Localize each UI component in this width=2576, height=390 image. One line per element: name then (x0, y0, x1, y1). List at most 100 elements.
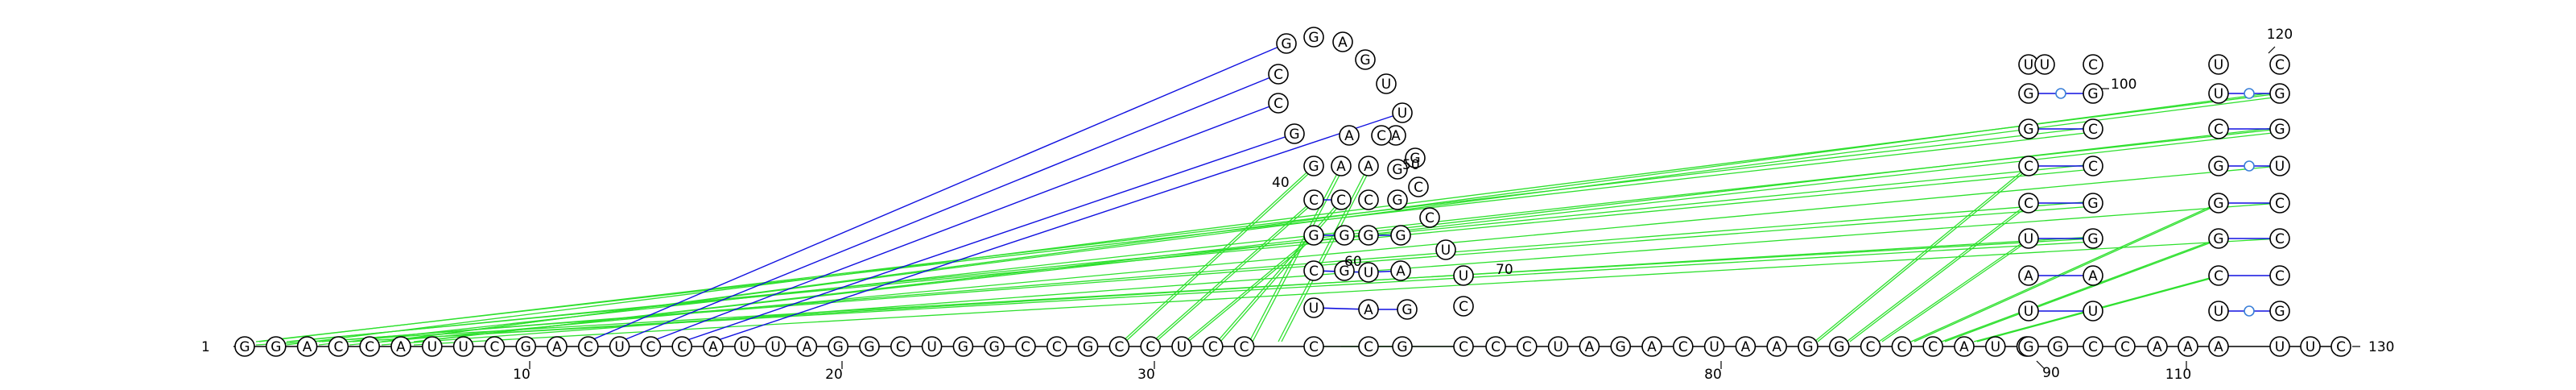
pseudoknot-pair-line (1881, 238, 2033, 342)
nucleotide-letter: G (1410, 151, 1420, 167)
nucleotide-letter: A (2024, 268, 2033, 284)
nucleotide: C (2269, 54, 2290, 75)
nucleotide: A (2083, 265, 2103, 286)
nucleotide-letter: C (1309, 339, 1319, 355)
nucleotide: A (1358, 156, 1379, 176)
nucleotide: U (2034, 54, 2055, 75)
nucleotide-letter: A (1396, 263, 1406, 280)
nucleotide: C (1233, 336, 1255, 357)
nucleotide-circle (1358, 299, 1379, 320)
pseudoknot-pair-line (1281, 165, 1373, 342)
nucleotide-circle (609, 336, 630, 357)
nucleotide: C (1046, 336, 1067, 357)
nucleotide: U (2208, 83, 2229, 104)
nucleotide: C (2018, 193, 2039, 214)
nucleotide-circle (1284, 123, 1305, 144)
nucleotide-circle (1703, 336, 1725, 357)
nucleotide-letter: C (677, 339, 687, 355)
nucleotide-circle (1435, 239, 1456, 260)
nucleotide: G (1303, 27, 1324, 48)
nucleotide-letter: A (1338, 35, 1348, 51)
nucleotide: G (2208, 228, 2229, 249)
nucleotide: A (2147, 336, 2168, 357)
nucleotide-circle (2083, 83, 2103, 104)
nucleotide: U (2208, 54, 2229, 75)
nucleotide: C (2083, 336, 2103, 357)
nucleotide-letter: U (1459, 268, 1468, 284)
position-number-label: 20 (825, 367, 843, 383)
nucleotide-letter: C (1522, 339, 1532, 355)
nucleotide-circle (859, 336, 880, 357)
nucleotide: U (2208, 301, 2229, 322)
nucleotide: C (1358, 336, 1379, 357)
nucleotide-letter: G (1392, 193, 1402, 209)
long-range-pair-lines (587, 43, 1403, 342)
nucleotide-circle (515, 336, 537, 357)
nucleotide-letter: C (489, 339, 499, 355)
nucleotide-circle (484, 336, 506, 357)
nucleotide: G (1387, 189, 1408, 210)
nucleotide-letter: C (584, 339, 593, 355)
nucleotide: G (1358, 225, 1379, 246)
nucleotide: A (1358, 299, 1379, 320)
nucleotide-circle (2018, 118, 2039, 139)
nucleotide: C (1891, 336, 1913, 357)
nucleotide-letter: G (1308, 228, 1319, 244)
pseudoknot-pair-line (286, 168, 2094, 342)
nucleotide-circle (1798, 336, 1818, 357)
nucleotide: C (328, 336, 349, 357)
nucleotide: G (859, 336, 880, 357)
nucleotide: C (1673, 336, 1694, 357)
nucleotide-circle (1334, 260, 1355, 281)
nucleotide-circle (577, 336, 599, 357)
pseudoknot-pair-line (1184, 234, 1315, 342)
nucleotide-circle (2269, 265, 2290, 286)
pseudoknot-pair-line (1814, 165, 2029, 342)
nucleotide: A (390, 336, 411, 357)
nucleotide-circle (2018, 301, 2039, 322)
nucleotide-letter: G (2053, 339, 2063, 355)
nucleotide-letter: C (1208, 339, 1218, 355)
nucleotide-circle (984, 336, 1005, 357)
nucleotide-letter: C (1274, 67, 1283, 83)
nucleotide-letter: A (1336, 159, 1346, 175)
nucleotide-letter: G (1397, 339, 1407, 355)
nucleotide: G (2018, 336, 2039, 357)
nucleotide-letter: A (1585, 339, 1595, 355)
nucleotide-circle (2208, 336, 2229, 357)
nucleotide-letter: A (1741, 339, 1751, 355)
nucleotide-circle (828, 336, 848, 357)
nucleotide-circle (1358, 156, 1379, 176)
nucleotide: G (2269, 118, 2290, 139)
nucleotide: U (2018, 228, 2039, 249)
nucleotide-letter: U (2275, 339, 2285, 355)
nucleotide: A (2018, 265, 2039, 286)
nucleotide-circle (921, 336, 943, 357)
nucleotide: C (640, 336, 662, 357)
nucleotide: U (2269, 336, 2290, 357)
nucleotide-circle (2018, 265, 2039, 286)
nucleotide-circle (2208, 265, 2229, 286)
nucleotide-circle (2018, 156, 2039, 176)
nucleotide-letter: A (1344, 128, 1354, 144)
nucleotide: U (609, 336, 630, 357)
pseudoknot-pair-line (384, 91, 2281, 342)
nucleotide: C (1303, 336, 1324, 357)
nucleotide-letter: U (458, 339, 468, 355)
nucleotide-circle (234, 336, 255, 357)
nucleotide-letter: U (2088, 304, 2098, 320)
nucleotide: G (2047, 336, 2069, 357)
nucleotide-circle (1303, 27, 1324, 48)
nucleotide: U (1703, 336, 1725, 357)
nucleotide-circle (1453, 296, 1474, 317)
nucleotide: G (265, 336, 287, 357)
nucleotide: C (1331, 189, 1352, 210)
nucleotide-letter: U (2024, 231, 2033, 247)
nucleotide-letter: A (1391, 128, 1401, 144)
nucleotide: C (1485, 336, 1506, 357)
nucleotide-letter: C (365, 339, 374, 355)
pseudoknot-pair-line (1846, 202, 2029, 342)
position-number-label: 30 (1137, 367, 1155, 383)
nucleotide-circle (1303, 225, 1324, 246)
